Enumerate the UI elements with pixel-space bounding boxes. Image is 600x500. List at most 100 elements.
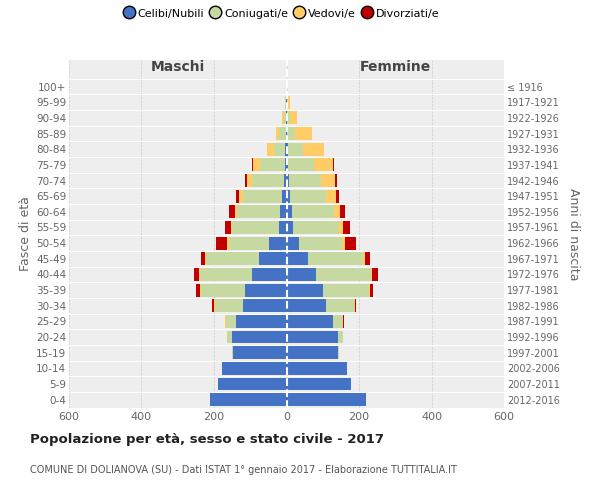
Bar xyxy=(247,174,252,187)
Bar xyxy=(343,315,344,328)
Bar xyxy=(343,221,350,234)
Bar xyxy=(326,300,354,312)
Bar xyxy=(292,206,334,218)
Bar xyxy=(222,362,287,375)
Bar xyxy=(326,190,336,202)
Bar xyxy=(215,300,243,312)
Text: Femmine: Femmine xyxy=(359,60,431,74)
Bar xyxy=(252,174,284,187)
Bar xyxy=(365,252,370,265)
Y-axis label: Fasce di età: Fasce di età xyxy=(19,196,32,271)
Bar xyxy=(232,330,287,344)
Bar xyxy=(284,112,286,124)
Text: Popolazione per età, sesso e stato civile - 2017: Popolazione per età, sesso e stato civil… xyxy=(30,432,384,446)
Bar xyxy=(338,330,343,344)
Bar xyxy=(237,206,280,218)
Bar xyxy=(211,394,287,406)
Bar xyxy=(290,190,326,202)
Bar xyxy=(243,190,282,202)
Bar xyxy=(236,190,239,202)
Bar xyxy=(229,206,235,218)
Bar xyxy=(214,300,215,312)
Bar xyxy=(333,315,343,328)
Bar xyxy=(371,268,378,281)
Bar xyxy=(232,346,233,359)
Bar xyxy=(200,284,245,296)
Bar xyxy=(354,300,355,312)
Bar xyxy=(252,268,287,281)
Bar xyxy=(194,268,199,281)
Bar xyxy=(232,221,278,234)
Bar xyxy=(212,300,214,312)
Bar xyxy=(287,300,326,312)
Bar xyxy=(274,143,286,156)
Bar xyxy=(260,158,284,172)
Bar xyxy=(289,174,322,187)
Bar xyxy=(299,236,342,250)
Bar xyxy=(224,315,225,328)
Bar xyxy=(267,143,274,156)
Bar xyxy=(287,394,365,406)
Bar xyxy=(206,252,259,265)
Bar xyxy=(287,330,338,344)
Bar xyxy=(279,127,286,140)
Bar xyxy=(287,206,292,218)
Bar xyxy=(323,284,369,296)
Bar xyxy=(287,378,351,390)
Bar xyxy=(282,190,287,202)
Bar xyxy=(227,330,232,344)
Bar xyxy=(289,158,314,172)
Bar xyxy=(338,346,339,359)
Bar xyxy=(287,236,299,250)
Bar xyxy=(287,268,316,281)
Bar xyxy=(290,112,297,124)
Bar xyxy=(342,236,344,250)
Bar xyxy=(340,221,343,234)
Bar xyxy=(233,346,287,359)
Bar xyxy=(229,236,269,250)
Bar xyxy=(252,158,253,172)
Bar xyxy=(278,221,287,234)
Text: COMUNE DI DOLIANOVA (SU) - Dati ISTAT 1° gennaio 2017 - Elaborazione TUTTITALIA.: COMUNE DI DOLIANOVA (SU) - Dati ISTAT 1°… xyxy=(30,465,457,475)
Bar xyxy=(287,362,347,375)
Bar xyxy=(275,127,279,140)
Bar xyxy=(355,300,356,312)
Bar xyxy=(245,174,247,187)
Bar xyxy=(205,252,206,265)
Bar xyxy=(259,252,287,265)
Bar xyxy=(225,221,230,234)
Bar xyxy=(364,252,365,265)
Bar xyxy=(287,158,289,172)
Bar xyxy=(344,236,356,250)
Bar xyxy=(286,143,287,156)
Bar xyxy=(287,127,295,140)
Bar xyxy=(282,112,284,124)
Bar xyxy=(239,190,243,202)
Bar xyxy=(336,190,338,202)
Bar xyxy=(370,284,373,296)
Bar xyxy=(284,174,287,187)
Bar xyxy=(243,300,287,312)
Bar xyxy=(196,284,200,296)
Bar xyxy=(199,268,252,281)
Bar xyxy=(200,252,205,265)
Bar xyxy=(335,174,337,187)
Bar xyxy=(216,236,227,250)
Bar xyxy=(280,206,287,218)
Bar xyxy=(286,127,287,140)
Bar xyxy=(287,143,303,156)
Bar xyxy=(303,143,324,156)
Bar xyxy=(369,284,370,296)
Bar xyxy=(235,206,237,218)
Bar xyxy=(284,158,287,172)
Bar xyxy=(269,236,287,250)
Bar xyxy=(287,346,338,359)
Bar xyxy=(287,190,290,202)
Bar xyxy=(218,378,287,390)
Legend: Celibi/Nubili, Coniugati/e, Vedovi/e, Divorziati/e: Celibi/Nubili, Coniugati/e, Vedovi/e, Di… xyxy=(124,8,440,19)
Bar xyxy=(308,252,364,265)
Bar xyxy=(287,252,308,265)
Bar xyxy=(287,174,289,187)
Bar xyxy=(287,221,293,234)
Bar xyxy=(333,158,334,172)
